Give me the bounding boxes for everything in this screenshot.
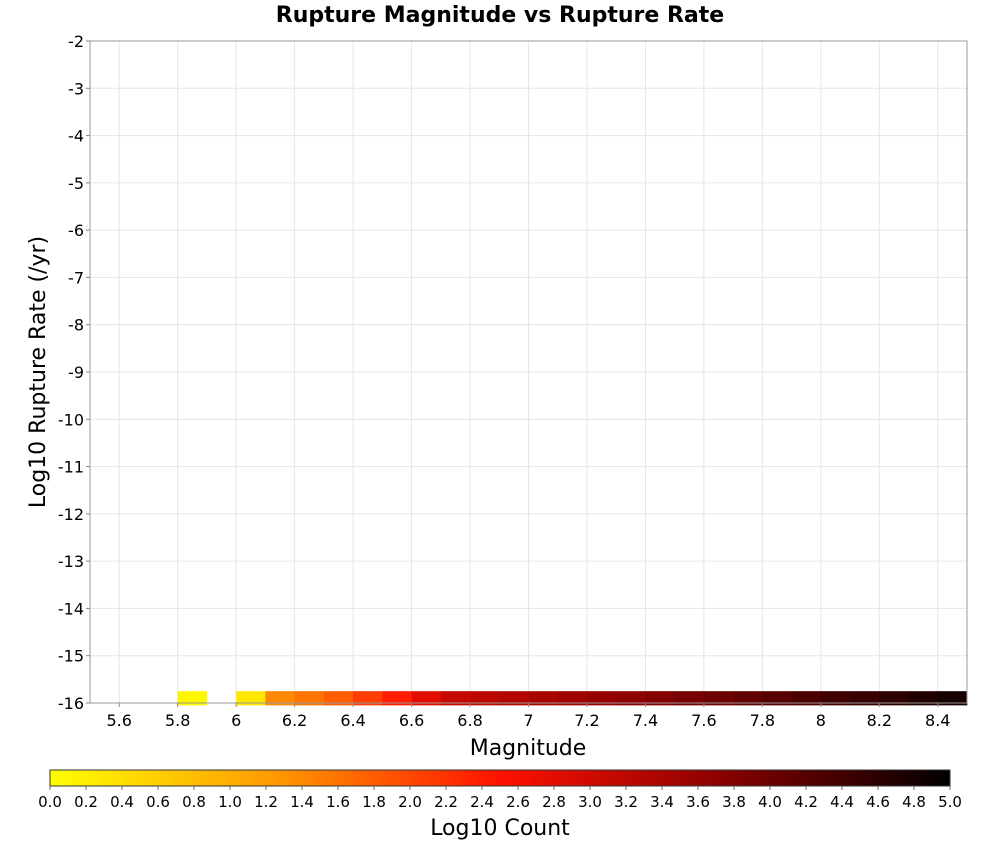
heatmap-cell-bottom [177, 691, 208, 706]
colorbar-tick-label: 1.0 [218, 793, 242, 811]
y-tick-label: -11 [58, 458, 84, 477]
x-tick-label: 7.6 [691, 711, 716, 730]
y-tick-label: -7 [68, 268, 84, 287]
x-tick-label: 6.6 [399, 711, 424, 730]
colorbar-ticks: 0.0 0.2 0.4 0.6 0.8 1.0 1.2 1.4 1.6 1.8 2.0 2.2 2.4 2… [38, 786, 962, 811]
colorbar-tick-label: 4.0 [758, 793, 782, 811]
colorbar-tick-label: 2.4 [470, 793, 494, 811]
x-tick-label: 8.2 [867, 711, 892, 730]
x-tick-label: 6.8 [457, 711, 482, 730]
heatmap-cell-bottom [850, 691, 880, 706]
colorbar-tick-label: 0.0 [38, 793, 62, 811]
colorbar-tick-label: 1.6 [326, 793, 350, 811]
colorbar-tick-label: 3.4 [650, 793, 674, 811]
grid [90, 40, 967, 704]
y-tick-label: -12 [58, 505, 84, 524]
colorbar-tick-label: 1.8 [362, 793, 386, 811]
colorbar-tick-label: 0.2 [74, 793, 98, 811]
colorbar-tick-label: 0.4 [110, 793, 134, 811]
colorbar-tick-label: 2.6 [506, 793, 530, 811]
colorbar-tick-label: 1.2 [254, 793, 278, 811]
x-tick-label: 5.8 [165, 711, 190, 730]
heatmap-cell-bottom [411, 691, 442, 706]
x-tick-label: 7 [523, 711, 533, 730]
heatmap-cell-bottom [908, 691, 939, 706]
y-tick-label: -16 [58, 694, 84, 713]
heatmap-cell-bottom [294, 691, 325, 706]
x-tick-label: 6.4 [340, 711, 365, 730]
x-tick-label: 7.4 [633, 711, 658, 730]
y-axis-title: Log10 Rupture Rate (/yr) [26, 236, 51, 508]
x-tick-label: 5.6 [107, 711, 132, 730]
x-axis-title: Magnitude [470, 736, 587, 761]
y-tick-label: -15 [58, 647, 84, 666]
y-tick-label: -9 [68, 363, 84, 382]
colorbar-tick-label: 4.2 [794, 793, 818, 811]
colorbar-tick-label: 2.8 [542, 793, 566, 811]
x-tick-label: 8.4 [925, 711, 950, 730]
x-axis-ticks: 5.6 5.8 6 6.2 6.4 6.6 6.8 7 7.2 7.4 7.6 7.8 8 8.2 8.4 [107, 703, 950, 730]
heatmap-cell-bottom [937, 691, 968, 706]
colorbar-tick-label: 4.6 [866, 793, 890, 811]
heatmap-cell-bottom [733, 691, 763, 706]
x-tick-label: 7.2 [574, 711, 599, 730]
colorbar-tick-label: 0.8 [182, 793, 206, 811]
colorbar-tick-label: 4.8 [902, 793, 926, 811]
y-tick-label: -5 [68, 174, 84, 193]
heatmap-cell-bottom [528, 691, 559, 706]
y-tick-label: -2 [68, 32, 84, 51]
x-tick-label: 7.8 [750, 711, 775, 730]
heatmap-cells [177, 691, 968, 706]
heatmap-cell-bottom [470, 691, 500, 706]
x-tick-label: 8 [816, 711, 826, 730]
heatmap-cell-bottom [323, 691, 354, 706]
colorbar-tick-label: 5.0 [938, 793, 962, 811]
heatmap-cell-bottom [236, 691, 266, 706]
colorbar-tick-label: 3.6 [686, 793, 710, 811]
colorbar-tick-label: 1.4 [290, 793, 314, 811]
y-tick-label: -14 [58, 599, 84, 618]
heatmap-cell-bottom [382, 691, 412, 706]
heatmap-cell-bottom [265, 691, 295, 706]
colorbar-tick-label: 2.0 [398, 793, 422, 811]
y-tick-label: -3 [68, 79, 84, 98]
y-tick-label: -10 [58, 410, 84, 429]
heatmap-cell-bottom [879, 691, 909, 706]
heatmap-cell-bottom [791, 691, 822, 706]
heatmap-cell-bottom [353, 691, 383, 706]
heatmap-cell-bottom [674, 691, 705, 706]
heatmap-cell-bottom [557, 691, 588, 706]
chart-title: Rupture Magnitude vs Rupture Rate [276, 3, 724, 28]
heatmap-cell-bottom [499, 691, 529, 706]
heatmap-cell-bottom [762, 691, 792, 706]
heatmap-cell-bottom [440, 691, 471, 706]
colorbar-tick-label: 3.2 [614, 793, 638, 811]
heatmap-cell-bottom [703, 691, 734, 706]
y-axis-ticks: -2 -3 -4 -5 -6 -7 -8 -9 -10 -11 -12 -13 -14 -15 -16 [58, 32, 90, 713]
y-tick-label: -13 [58, 552, 84, 571]
colorbar-tick-label: 4.4 [830, 793, 854, 811]
colorbar-tick-label: 3.0 [578, 793, 602, 811]
colorbar-label: Log10 Count [430, 816, 570, 841]
colorbar-tick-label: 0.6 [146, 793, 170, 811]
x-tick-label: 6.2 [282, 711, 307, 730]
y-tick-label: -4 [68, 127, 84, 146]
heatmap-cell-bottom [616, 691, 646, 706]
colorbar [49, 769, 951, 787]
x-tick-label: 6 [231, 711, 241, 730]
colorbar-tick-label: 3.8 [722, 793, 746, 811]
heatmap-cell-bottom [645, 691, 675, 706]
colorbar-tick-label: 2.2 [434, 793, 458, 811]
heatmap-cell-bottom [586, 691, 617, 706]
y-tick-label: -6 [68, 221, 84, 240]
heatmap-cell-bottom [820, 691, 851, 706]
y-tick-label: -8 [68, 316, 84, 335]
